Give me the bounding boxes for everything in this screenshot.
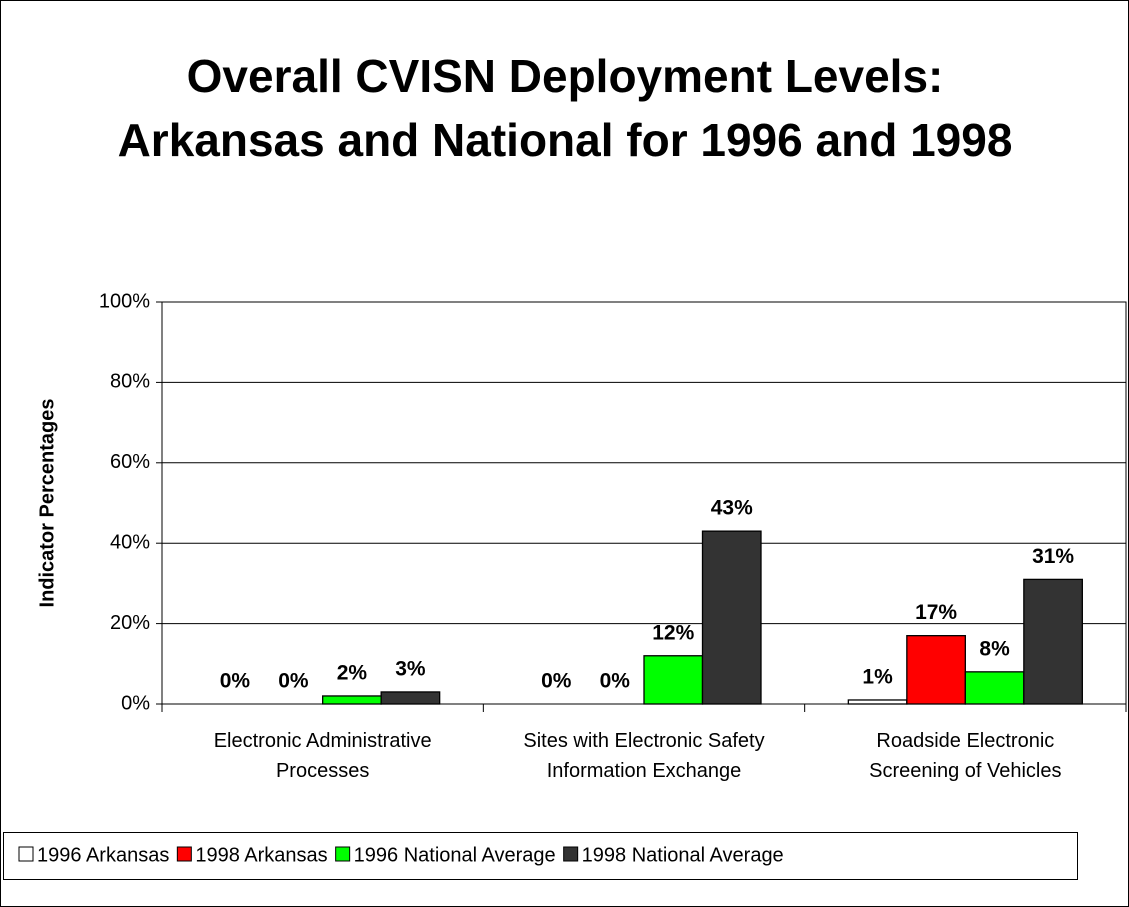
legend-label: 1998 National Average (582, 844, 784, 866)
data-label: 0% (541, 670, 572, 693)
y-axis-label: Indicator Percentages (36, 399, 58, 608)
data-label: 1% (862, 666, 893, 689)
data-label: 31% (1032, 545, 1074, 568)
y-tick-label: 80% (110, 371, 150, 393)
x-tick-label: Sites with Electronic Safety Information… (523, 730, 765, 782)
y-tick-label: 0% (121, 692, 150, 714)
bar (380, 691, 441, 705)
legend-swatch (335, 846, 351, 862)
legend-swatch (176, 846, 192, 862)
y-tick-label: 20% (110, 612, 150, 634)
data-label: 3% (395, 657, 426, 680)
data-label: 17% (915, 601, 957, 624)
legend-label: 1998 Arkansas (195, 844, 327, 866)
data-label: 12% (652, 621, 694, 644)
x-tick-label: Roadside Electronic Screening of Vehicle… (869, 730, 1062, 782)
data-label: 2% (337, 662, 368, 685)
chart-title: Overall CVISN Deployment Levels: Arkansa… (117, 50, 1013, 166)
legend-swatch (563, 846, 579, 862)
bar (322, 695, 382, 705)
data-label: 8% (979, 637, 1010, 660)
y-tick-label: 100% (99, 290, 150, 312)
bar (847, 699, 908, 705)
data-label: 0% (600, 670, 631, 693)
bar (906, 635, 966, 705)
data-label: 0% (220, 670, 251, 693)
bar (1023, 578, 1083, 705)
bar (964, 671, 1025, 705)
data-label: 0% (278, 670, 309, 693)
y-tick-label: 60% (110, 451, 150, 473)
bar (701, 530, 762, 705)
bar (643, 655, 704, 705)
legend-label: 1996 Arkansas (37, 844, 169, 866)
data-label: 43% (711, 497, 753, 520)
legend-label: 1996 National Average (354, 844, 556, 866)
legend-swatch (18, 846, 34, 862)
y-tick-label: 40% (110, 531, 150, 553)
x-tick-label: Electronic Administrative Processes (213, 730, 432, 782)
